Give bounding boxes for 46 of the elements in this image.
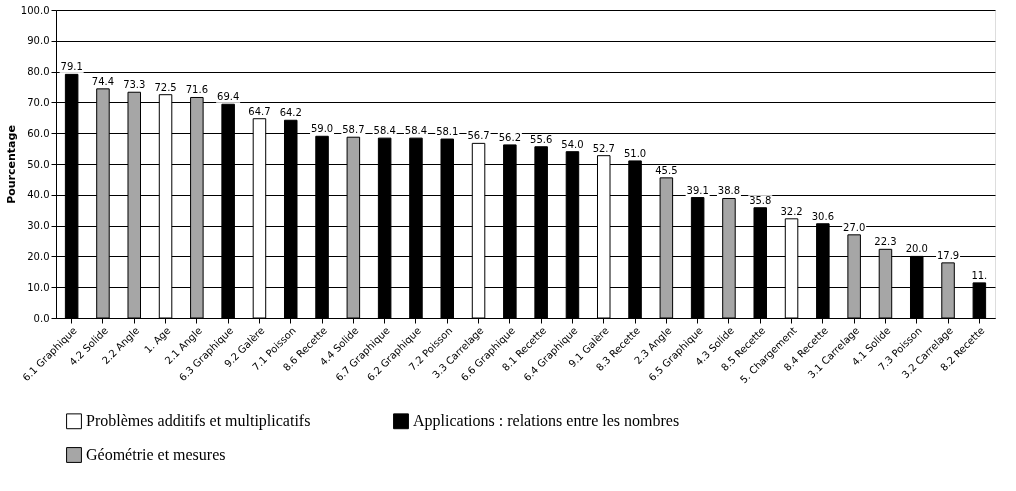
legend-label: Applications : relations entre les nombres <box>413 412 680 431</box>
data-label: 79.1 <box>60 61 83 73</box>
data-label: 58.1 <box>436 126 459 138</box>
data-label: 38.8 <box>717 185 741 197</box>
y-tick-label: 80.0 <box>27 66 50 78</box>
y-axis-title: Pourcentage <box>4 125 18 204</box>
y-tick-label: 90.0 <box>27 35 50 47</box>
data-label: 58.4 <box>404 125 428 137</box>
y-tick-label: 60.0 <box>27 127 50 139</box>
y-tick-label: 40.0 <box>27 189 50 201</box>
y-tick-label: 50.0 <box>27 158 50 170</box>
data-label: 45.5 <box>655 164 678 176</box>
y-tick-label: 10.0 <box>27 281 50 293</box>
data-label: 64.7 <box>248 105 271 117</box>
data-label: 51.0 <box>623 147 647 159</box>
data-label: 69.4 <box>217 91 240 103</box>
x-tick-label: 1. Age <box>142 324 173 356</box>
y-tick-label: 70.0 <box>27 96 50 108</box>
data-label: 32.2 <box>780 205 803 217</box>
legend-label: Géométrie et mesures <box>86 446 226 463</box>
data-label: 72.5 <box>154 81 177 93</box>
data-label: 74.4 <box>91 75 115 87</box>
data-label: 11. <box>971 269 988 281</box>
data-label: 20.0 <box>905 243 928 255</box>
data-label: 59.0 <box>310 123 334 135</box>
data-label: 52.7 <box>592 142 615 154</box>
data-label: 58.4 <box>373 125 396 137</box>
data-label: 73.3 <box>123 79 146 91</box>
data-label: 55.6 <box>530 133 553 145</box>
y-tick-label: 20.0 <box>27 250 50 262</box>
data-label: 56.7 <box>467 130 490 142</box>
data-label: 17.9 <box>936 249 960 261</box>
data-label: 39.1 <box>686 184 709 196</box>
data-label: 30.6 <box>811 210 834 222</box>
y-tick-label: 0.0 <box>33 312 50 324</box>
data-label: 22.3 <box>874 236 897 248</box>
data-label: 71.6 <box>185 84 208 96</box>
data-label: 27.0 <box>843 221 866 233</box>
data-label: 58.7 <box>342 124 365 136</box>
legend-label: Problèmes additifs et multiplicatifs <box>86 412 311 431</box>
y-tick-label: 100.0 <box>20 4 50 16</box>
data-label: 35.8 <box>749 194 772 206</box>
y-tick-label: 30.0 <box>27 220 50 232</box>
data-label: 54.0 <box>561 138 584 150</box>
data-label: 56.2 <box>498 131 521 143</box>
data-label: 64.2 <box>279 107 302 119</box>
